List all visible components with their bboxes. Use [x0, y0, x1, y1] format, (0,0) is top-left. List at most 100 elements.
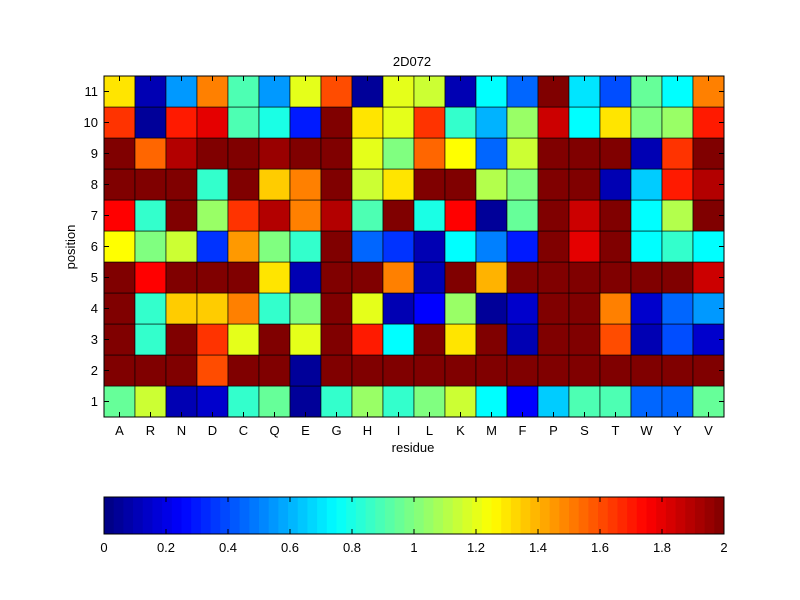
heatmap-cell [413, 106, 446, 139]
heatmap-cell [351, 354, 384, 387]
heatmap-cell [568, 75, 601, 108]
heatmap-cell [289, 292, 322, 325]
colorbar-tick-label: 1 [410, 540, 417, 555]
heatmap-cell [134, 292, 167, 325]
heatmap-cell [196, 199, 229, 232]
x-tick-label: W [640, 423, 653, 438]
heatmap-cell [289, 168, 322, 201]
heatmap-cell [289, 137, 322, 170]
heatmap-cell [444, 230, 477, 263]
heatmap-cell [320, 106, 353, 139]
colorbar-band [162, 497, 173, 534]
heatmap-cell [134, 168, 167, 201]
heatmap-cell [134, 137, 167, 170]
heatmap-cell [103, 261, 136, 294]
heatmap-cell [661, 323, 694, 356]
heatmap-cell [692, 137, 725, 170]
heatmap-cell [320, 199, 353, 232]
x-tick-label: N [177, 423, 186, 438]
heatmap-cell [630, 168, 663, 201]
colorbar-band [694, 497, 706, 534]
heatmap-cell [382, 137, 415, 170]
heatmap-cell [227, 230, 260, 263]
heatmap-cell [382, 354, 415, 387]
heatmap-cell [134, 106, 167, 139]
heatmap-cell [196, 230, 229, 263]
heatmap-cell [258, 106, 291, 139]
heatmap-cell [599, 354, 632, 387]
heatmap-cell [506, 168, 539, 201]
heatmap-cell [289, 261, 322, 294]
heatmap-cell [103, 230, 136, 263]
y-tick-label: 1 [91, 394, 98, 409]
heatmap-cell [320, 230, 353, 263]
heatmap-cell [134, 261, 167, 294]
heatmap-cell [568, 354, 601, 387]
colorbar-band [142, 497, 153, 534]
heatmap-cell [568, 137, 601, 170]
x-tick-label: E [301, 423, 310, 438]
heatmap-cell [413, 75, 446, 108]
colorbar-band [414, 497, 425, 534]
colorbar-tick-label: 0.6 [281, 540, 299, 555]
colorbar-band [704, 497, 715, 534]
colorbar-tick-label: 2 [720, 540, 727, 555]
colorbar-band [375, 497, 386, 534]
heatmap-cell [351, 199, 384, 232]
colorbar-band [229, 497, 241, 534]
heatmap-cell [661, 261, 694, 294]
heatmap-cell [196, 106, 229, 139]
colorbar-tick-label: 1.8 [653, 540, 671, 555]
heatmap-cell [258, 354, 291, 387]
heatmap-cell [165, 168, 198, 201]
heatmap-cell [103, 354, 136, 387]
heatmap-cell [351, 168, 384, 201]
x-tick-label: P [549, 423, 558, 438]
colorbar-band [646, 497, 657, 534]
colorbar-band [636, 497, 647, 534]
y-axis-label: position [63, 225, 78, 270]
heatmap-cell [444, 292, 477, 325]
heatmap-cell [630, 261, 663, 294]
heatmap-cell [227, 168, 260, 201]
heatmap-cell [506, 292, 539, 325]
heatmap-cell [351, 230, 384, 263]
heatmap-cell [289, 199, 322, 232]
x-tick-label: R [146, 423, 155, 438]
colorbar-band [598, 497, 609, 534]
y-tick-label: 6 [91, 239, 98, 254]
x-tick-label: Y [673, 423, 682, 438]
heatmap-cell [320, 323, 353, 356]
heatmap-cell [537, 261, 570, 294]
colorbar-band [578, 497, 589, 534]
colorbar-band [239, 497, 250, 534]
heatmap-cell [661, 292, 694, 325]
heatmap-cell [227, 323, 260, 356]
heatmap-cell [165, 261, 198, 294]
heatmap-cell [196, 292, 229, 325]
heatmap-cell [196, 323, 229, 356]
heatmap-cell [413, 292, 446, 325]
heatmap-cell [320, 292, 353, 325]
colorbar-band [317, 497, 328, 534]
heatmap-cell [165, 292, 198, 325]
colorbar-tick-label: 1.6 [591, 540, 609, 555]
colorbar-tick-label: 1.4 [529, 540, 547, 555]
colorbar-band [656, 497, 667, 534]
colorbar-band [268, 497, 279, 534]
heatmap-cell [351, 323, 384, 356]
heatmap-cell [227, 292, 260, 325]
heatmap-cell [568, 292, 601, 325]
heatmap-cell [320, 137, 353, 170]
colorbar-band [249, 497, 260, 534]
heatmap-cell [506, 199, 539, 232]
colorbar [104, 497, 725, 534]
heatmap-cell [630, 323, 663, 356]
y-tick-label: 10 [84, 115, 98, 130]
heatmap-cell [227, 106, 260, 139]
heatmap-cell [506, 323, 539, 356]
heatmap-cell [196, 354, 229, 387]
y-tick-label: 3 [91, 332, 98, 347]
heatmap-cell [661, 230, 694, 263]
